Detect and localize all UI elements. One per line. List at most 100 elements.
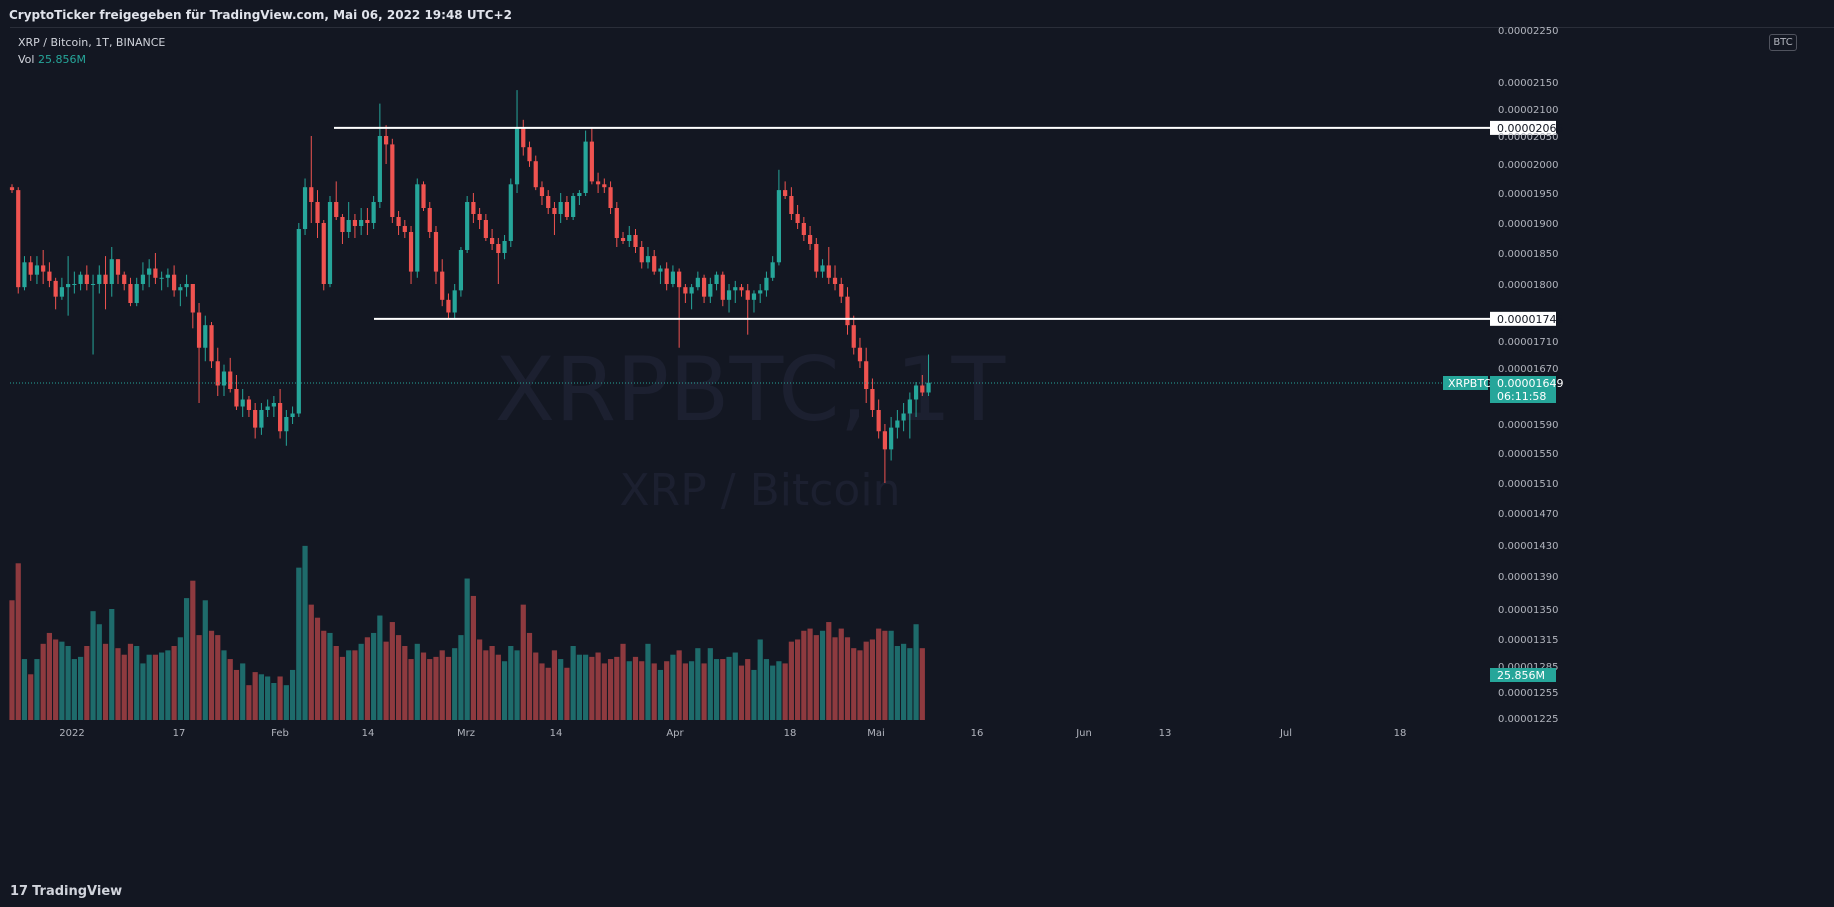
volume-bar: [570, 645, 576, 720]
candle-body: [577, 193, 582, 196]
candle-body: [147, 268, 152, 275]
volume-bar: [427, 659, 433, 720]
volume-bar: [59, 641, 65, 720]
volume-bar: [795, 639, 801, 720]
volume-bar: [539, 663, 545, 720]
volume-bar: [776, 661, 782, 720]
volume-bar: [589, 656, 595, 720]
chart-frame[interactable]: [10, 27, 1834, 872]
candle-body: [720, 274, 725, 300]
candle-body: [234, 389, 239, 407]
volume-bar: [90, 611, 96, 720]
volume-bar: [607, 659, 614, 720]
candle-body: [265, 406, 270, 410]
volume-bar: [720, 659, 726, 720]
volume-bar: [838, 628, 844, 720]
candle-body: [851, 325, 856, 348]
candle-body: [733, 287, 738, 291]
candle-body: [876, 410, 881, 432]
volume-bar: [240, 663, 246, 720]
candle-body: [433, 232, 439, 272]
volume-legend: Vol 25.856M: [18, 51, 165, 68]
candles: [9, 90, 931, 483]
volume-bar: [545, 667, 551, 720]
candle-body: [115, 259, 121, 275]
candle-body: [832, 277, 838, 284]
volume-bar: [576, 654, 582, 720]
volume-bar: [857, 650, 863, 720]
price-tick-label: 0.00001900: [1498, 219, 1558, 230]
candle-body: [689, 287, 694, 294]
volume-bar: [364, 637, 370, 720]
volume-bar: [53, 639, 59, 720]
volume-bar: [851, 648, 857, 720]
candle-body: [159, 277, 164, 279]
volume-bar: [489, 645, 495, 720]
price-axis[interactable]: 0.00002250 0.00002150 0.00002100 0.00002050…: [1498, 26, 1558, 725]
candle-body: [371, 202, 376, 223]
volume-bar: [383, 641, 389, 720]
price-tick-label: 0.00001350: [1498, 605, 1558, 616]
candle-body: [190, 284, 195, 313]
candle-body: [327, 202, 333, 284]
symbol-line[interactable]: XRP / Bitcoin, 1T, BINANCE: [18, 36, 166, 49]
currency-badge[interactable]: BTC: [1769, 34, 1797, 51]
price-tick-label: 0.00001670: [1498, 364, 1558, 375]
volume-bar: [713, 659, 720, 720]
volume-bar: [595, 652, 601, 720]
volume-bar: [763, 659, 770, 720]
volume-bar: [190, 580, 196, 720]
price-tick-label: 0.00001950: [1498, 189, 1558, 200]
candle-body: [240, 399, 245, 407]
volume-bar: [876, 628, 882, 720]
candle-body: [28, 262, 33, 275]
candle-body: [97, 274, 102, 284]
candle-body: [172, 274, 177, 291]
volume-bar: [913, 624, 919, 720]
volume-bar: [21, 659, 28, 720]
time-tick-label: 2022: [59, 728, 84, 739]
volume-bar: [402, 645, 408, 720]
volume-bar: [134, 645, 140, 720]
candle-body: [334, 202, 339, 217]
price-tick-label: 0.00002100: [1498, 105, 1558, 116]
volume-bar: [302, 545, 308, 720]
price-tick-label: 0.00001225: [1498, 714, 1558, 725]
level-price-label: 0.00002065: [1497, 122, 1563, 135]
tradingview-logo[interactable]: 17 TradingView: [10, 884, 122, 899]
volume-bar: [165, 650, 171, 720]
volume-bar: [202, 600, 208, 720]
candle-body: [140, 274, 146, 284]
candle-body: [533, 161, 538, 188]
candle-body: [477, 214, 482, 220]
volume-bar: [358, 643, 364, 720]
candle-body: [22, 262, 27, 288]
time-axis[interactable]: 2022 17 Feb 14 Mrz 14 Apr 18 Mai 16 Jun 13 Jul 18: [59, 728, 1406, 739]
candle-body: [415, 184, 420, 272]
volume-bar: [601, 663, 607, 720]
volume-tag: [1490, 668, 1556, 682]
price-tick-label: 0.00001590: [1498, 420, 1558, 431]
volume-bar: [894, 645, 900, 720]
volume-bar: [738, 665, 745, 720]
volume-bar: [227, 659, 233, 720]
candle-body: [826, 265, 831, 278]
candle-body: [670, 271, 676, 284]
candle-body: [546, 196, 551, 208]
last-price-label: 0.00001649: [1497, 377, 1563, 390]
price-tick-label: 0.00001390: [1498, 572, 1558, 583]
volume-bar: [183, 598, 190, 720]
volume-bar: [46, 632, 53, 720]
candle-body: [340, 217, 345, 232]
volume-bar: [389, 622, 395, 720]
volume-bar: [863, 641, 869, 720]
volume-bar: [695, 648, 701, 720]
volume-bar: [414, 643, 420, 720]
volume-bar: [408, 659, 414, 720]
candle-body: [465, 202, 470, 250]
volume-bar: [807, 628, 813, 720]
candle-body: [134, 284, 139, 303]
volume-bar: [495, 654, 501, 720]
candle-body: [9, 187, 15, 191]
